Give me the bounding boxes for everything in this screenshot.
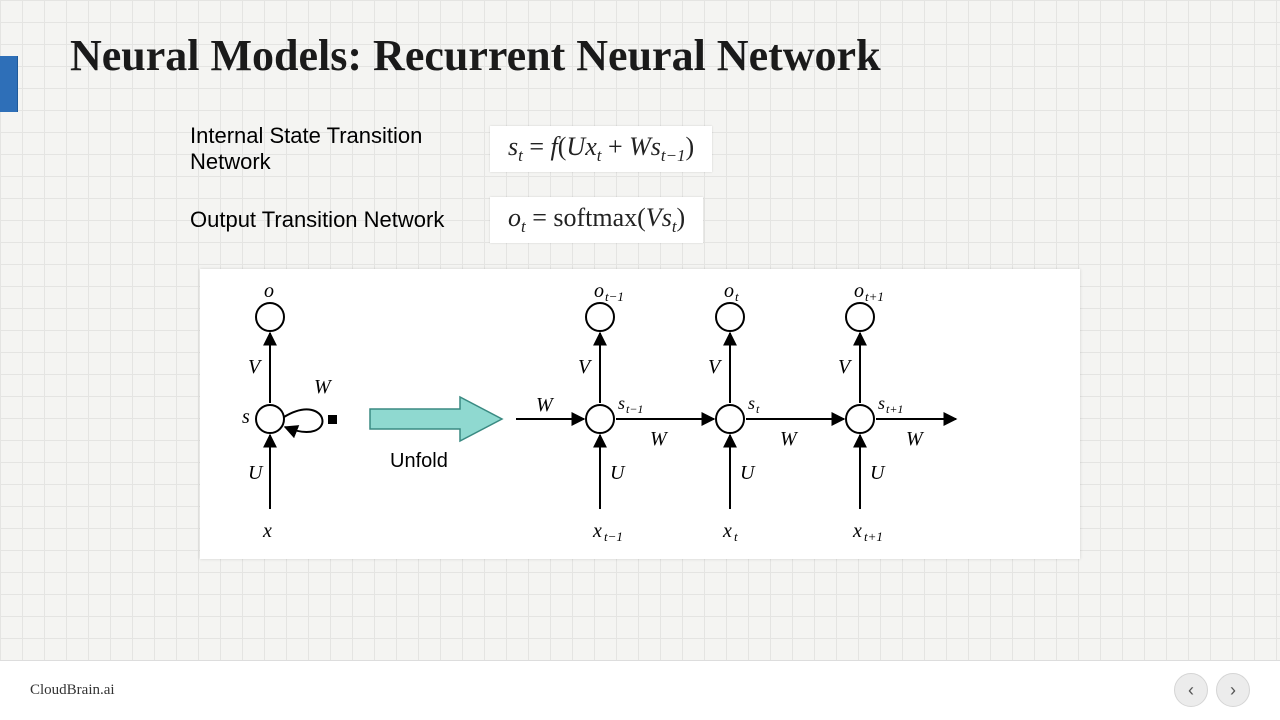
accent-tab (0, 56, 18, 112)
step-t: o t s t V U x t (708, 280, 760, 544)
svg-text:s: s (748, 393, 755, 413)
w1-label: W (650, 428, 669, 450)
folded-u-label: U (248, 462, 264, 484)
equation-row-2: Output Transition Network ot = softmax(V… (70, 197, 1210, 243)
svg-text:t+1: t+1 (886, 402, 903, 416)
slide-title: Neural Models: Recurrent Neural Network (70, 30, 1210, 81)
svg-text:o: o (724, 280, 734, 302)
svg-text:V: V (578, 356, 593, 378)
folded-loop-marker (328, 415, 337, 424)
svg-text:U: U (870, 462, 886, 484)
unfold-arrow: Unfold (370, 397, 502, 472)
step-tm1: o t−1 s t−1 V U x t−1 (578, 280, 643, 544)
nav-controls: ‹ › (1174, 673, 1250, 707)
equation-output: ot = softmax(Vst) (490, 197, 703, 243)
equation-state: st = f(Uxt + Wst−1) (490, 126, 712, 172)
svg-text:x: x (852, 520, 862, 542)
folded-w-label: W (314, 376, 333, 398)
folded-o-label: o (264, 280, 274, 302)
folded-s-node (256, 405, 284, 433)
w-out-label: W (906, 428, 925, 450)
folded-o-node (256, 303, 284, 331)
svg-text:o: o (594, 280, 604, 302)
svg-text:o: o (854, 280, 864, 302)
row1-label: Internal State Transition Network (70, 123, 490, 175)
svg-text:t+1: t+1 (864, 529, 883, 544)
svg-text:V: V (838, 356, 853, 378)
w-in-label: W (536, 394, 555, 416)
svg-text:s: s (618, 393, 625, 413)
footer-bar: CloudBrain.ai ‹ › (0, 660, 1280, 720)
svg-text:x: x (592, 520, 602, 542)
step-tp1: o t+1 s t+1 V U x t+1 (838, 280, 903, 544)
folded-x-label: x (262, 520, 272, 542)
svg-text:U: U (740, 462, 756, 484)
svg-text:t: t (735, 289, 739, 304)
equation-row-1: Internal State Transition Network st = f… (70, 123, 1210, 175)
svg-text:t−1: t−1 (626, 402, 643, 416)
svg-text:U: U (610, 462, 626, 484)
chevron-right-icon: › (1230, 681, 1236, 699)
svg-text:V: V (708, 356, 723, 378)
slide-body: Neural Models: Recurrent Neural Network … (0, 0, 1280, 660)
svg-text:t−1: t−1 (604, 529, 623, 544)
folded-s-label: s (242, 406, 250, 428)
folded-self-loop (284, 410, 322, 433)
prev-button[interactable]: ‹ (1174, 673, 1208, 707)
row2-label: Output Transition Network (70, 207, 490, 233)
next-button[interactable]: › (1216, 673, 1250, 707)
svg-text:t: t (734, 529, 738, 544)
svg-text:x: x (722, 520, 732, 542)
unfold-label: Unfold (390, 450, 448, 472)
svg-text:t: t (756, 402, 760, 416)
chevron-left-icon: ‹ (1188, 681, 1194, 699)
rnn-diagram: o s V U x W Unfold W (200, 269, 1080, 559)
w2-label: W (780, 428, 799, 450)
svg-text:s: s (878, 393, 885, 413)
svg-text:t+1: t+1 (865, 289, 884, 304)
footer-brand: CloudBrain.ai (30, 682, 115, 699)
folded-v-label: V (248, 356, 263, 378)
svg-text:t−1: t−1 (605, 289, 624, 304)
